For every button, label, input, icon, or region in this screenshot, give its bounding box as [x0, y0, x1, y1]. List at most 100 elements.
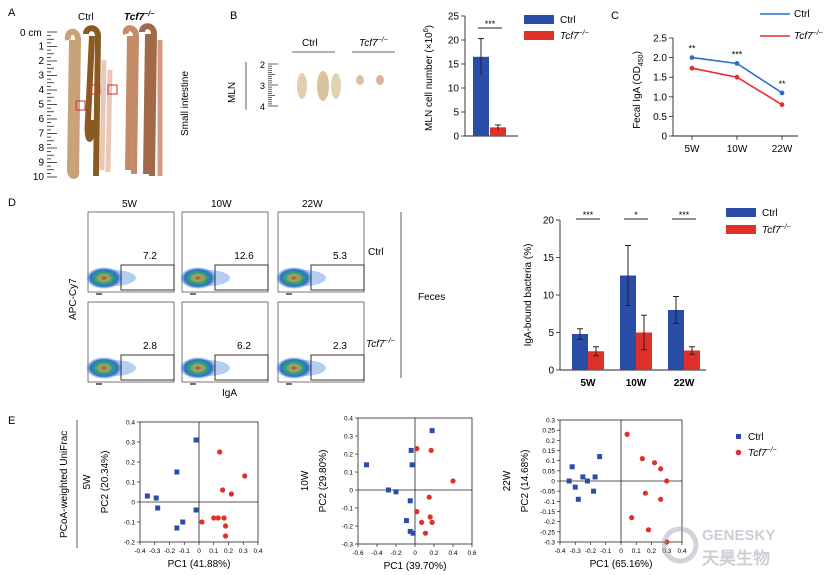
ctrl-label-b: Ctrl [302, 38, 318, 49]
x-tick-label: 0.2 [647, 548, 656, 555]
y-tick-label: 0.25 [542, 428, 555, 435]
legend-e-ko-marker [735, 449, 742, 456]
region-box-3 [107, 84, 118, 95]
point-ko [426, 494, 432, 500]
ctrl-label-a: Ctrl [78, 12, 94, 23]
x-tick-label: 0.1 [209, 548, 218, 555]
y-tick-label: -0.25 [540, 529, 555, 536]
x-tick-label: 22W [674, 378, 695, 389]
y-title-end: ) [424, 25, 435, 28]
row-label: 10W [300, 470, 311, 491]
y-tick-label: 0.5 [653, 112, 667, 123]
pcoa-10w-plot: -0.6 -0.4 -0.2 0 0.2 0.4 0.6 -0.3 -0.2 -0.1 0 0.1 0.… [300, 416, 477, 573]
legend-d: Ctrl Tcf7−/− [726, 208, 791, 236]
legend-e: Ctrl Tcf7−/− [735, 432, 777, 459]
flow-gate [310, 264, 365, 291]
y-tick-label: 0.1 [546, 458, 555, 465]
y-tick-label: 0 [548, 366, 554, 377]
flow-row-ko: Tcf7−/− [366, 338, 395, 350]
flow-population [276, 357, 312, 379]
mln-ruler-3: 3 [260, 81, 265, 91]
mln-node-5 [376, 75, 384, 85]
panel-letter-b: B [230, 10, 237, 22]
legend-c-ko-label: Tcf7−/− [794, 30, 823, 42]
ko-label-b: Tcf7−/− [359, 37, 388, 49]
y-title-main: MLN cell number (×10 [424, 32, 435, 131]
y-tick-label: 0.1 [126, 480, 135, 487]
tissue-label: Small intestine [180, 71, 191, 136]
y-tick-label: 0 [131, 500, 135, 507]
point-ko [215, 515, 221, 521]
pcoa-22w-plot: -0.4 -0.3 -0.2 -0.1 0 0.1 0.2 0.3 0.4-0.3-0.25-0… [502, 418, 687, 571]
panel-b-image: Ctrl Tcf7−/− MLN 2 3 4 [227, 37, 395, 112]
point-ko [450, 478, 456, 484]
flow-gate-percent: 12.6 [234, 251, 254, 262]
x-axis-title: PC1 (65.16%) [590, 559, 653, 570]
y-tick-label: -0.1 [124, 520, 136, 527]
y-title-end: ) [632, 51, 643, 54]
point-ko [199, 519, 205, 525]
x-axis-title: PC1 (41.88%) [168, 559, 231, 570]
ruler-a-label: 8 [38, 143, 44, 154]
ruler-a-label: 7 [38, 129, 44, 140]
panel-letter-c: C [611, 10, 619, 22]
flow-col-22w: 22W [302, 199, 323, 210]
flow-population-tail [282, 360, 326, 376]
x-tick-label: 0.6 [467, 550, 476, 557]
y-tick-label: 10 [448, 84, 460, 95]
x-tick-label: 0.3 [239, 548, 248, 555]
y-tick-label: 0 [453, 132, 459, 143]
x-tick-label: 0.4 [448, 550, 457, 557]
point-ko [242, 473, 248, 479]
point-ko [429, 519, 435, 526]
legend-c: Ctrl Tcf7−/− [760, 9, 823, 42]
x-tick-label: 0 [197, 548, 201, 555]
point-ko [211, 515, 217, 521]
point-ctrl [409, 462, 415, 468]
legend-e-ko-label: Tcf7−/− [748, 447, 777, 459]
mln-node-4 [356, 75, 364, 85]
series-line-ko [691, 67, 783, 106]
x-tick-label: 0.2 [429, 550, 438, 557]
point-ko [222, 533, 229, 539]
ruler-a-label: 9 [38, 158, 44, 169]
point-ko [629, 515, 635, 521]
row-label: 22W [502, 470, 513, 491]
significance-label: ** [778, 79, 786, 89]
flow-population-tail [282, 270, 326, 286]
y-tick-label: 15 [543, 253, 555, 264]
legend-b-ctrl-swatch [524, 15, 554, 24]
flow-gate [214, 264, 269, 291]
panel-a: 0 cm 1 2 3 4 5 6 7 8 9 10 Ctrl Tcf7−/− Small inte… [20, 11, 191, 183]
y-tick-label: 0.3 [546, 418, 555, 425]
row-label: 5W [82, 474, 93, 490]
flow-col-10w: 10W [211, 199, 232, 210]
y-tick-label: 2.5 [653, 34, 667, 45]
intestine-ctrl-3 [99, 59, 113, 173]
bar-ko [588, 351, 604, 370]
y-tick-label: 0.4 [126, 420, 135, 427]
significance-label: ** [688, 44, 696, 54]
point-ko [414, 509, 420, 515]
point-ctrl [155, 505, 161, 511]
flow-gate [310, 354, 365, 381]
point-ko [221, 515, 227, 521]
y-tick-label: 0.3 [126, 440, 135, 447]
point-ko [419, 519, 425, 526]
y-tick-label: 0.15 [542, 448, 555, 455]
point-ko [422, 530, 429, 536]
x-tick-label: 22W [772, 144, 793, 155]
x-tick-label: 0.4 [253, 548, 262, 555]
y-title-sub: 450 [638, 54, 645, 66]
legend-c-ctrl-label: Ctrl [794, 9, 810, 20]
y-axis-title: PC2 (14.68%) [520, 450, 531, 513]
point-ctrl [580, 474, 586, 480]
flow-col-5w: 5W [122, 199, 138, 210]
bar-ctrl [572, 334, 588, 370]
x-tick-label: -0.2 [164, 548, 176, 555]
point-ko [228, 491, 235, 497]
y-tick-label: 2.0 [653, 53, 667, 64]
x-tick-label: -0.3 [149, 548, 161, 555]
y-tick-label: -0.05 [540, 489, 555, 496]
legend-d-ko-label: Tcf7−/− [762, 224, 791, 236]
